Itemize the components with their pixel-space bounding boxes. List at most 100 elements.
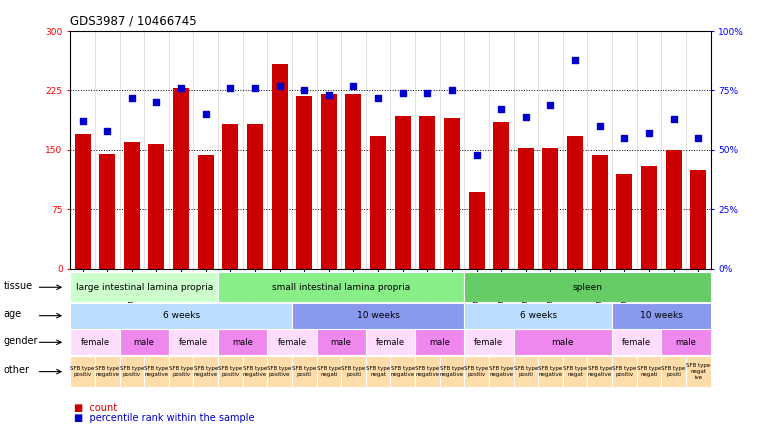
Bar [243, 356, 267, 387]
Text: SFB type
positi: SFB type positi [513, 366, 538, 377]
Point [175, 84, 187, 91]
Point [225, 84, 237, 91]
Bar [612, 329, 662, 355]
Point [322, 91, 335, 99]
Text: SFB type
positi: SFB type positi [292, 366, 316, 377]
Bar [439, 356, 465, 387]
Text: SFB type
negative: SFB type negative [588, 366, 612, 377]
Point [101, 127, 113, 135]
Point [668, 115, 680, 123]
Bar [366, 356, 390, 387]
Bar [662, 356, 686, 387]
Text: 10 weeks: 10 weeks [357, 311, 400, 320]
Point [594, 123, 606, 130]
Bar [169, 329, 218, 355]
Bar [119, 356, 144, 387]
Bar [271, 64, 287, 269]
Bar [119, 329, 169, 355]
Point [471, 151, 483, 158]
Point [126, 94, 138, 101]
Text: 10 weeks: 10 weeks [639, 311, 683, 320]
Text: ■  count: ■ count [74, 403, 117, 413]
Text: SFB type
positive: SFB type positive [267, 366, 292, 377]
Bar [222, 124, 238, 269]
Point [397, 89, 409, 96]
Text: female: female [474, 338, 503, 347]
Bar [538, 356, 563, 387]
Bar [518, 148, 534, 269]
Point [348, 82, 360, 89]
Text: male: male [552, 338, 574, 347]
Bar [465, 356, 489, 387]
Point [495, 106, 507, 113]
Text: female: female [277, 338, 306, 347]
Text: SFB type
negative: SFB type negative [489, 366, 513, 377]
Point [643, 130, 655, 137]
Bar [415, 356, 439, 387]
Bar [173, 88, 189, 269]
Text: SFB type
positi: SFB type positi [342, 366, 366, 377]
Bar [542, 148, 558, 269]
Text: SFB type
negat: SFB type negat [366, 366, 390, 377]
Text: small intestinal lamina propria: small intestinal lamina propria [272, 283, 410, 292]
Bar [665, 150, 681, 269]
Text: female: female [80, 338, 109, 347]
Bar [95, 356, 119, 387]
Bar [690, 170, 706, 269]
Bar [415, 329, 465, 355]
Bar [144, 356, 169, 387]
Text: SFB type
negative: SFB type negative [144, 366, 169, 377]
Bar [316, 329, 366, 355]
Text: male: male [429, 338, 450, 347]
Bar [617, 174, 633, 269]
Bar [641, 166, 657, 269]
Bar [395, 116, 411, 269]
Bar [612, 303, 711, 329]
Text: SFB type
negative: SFB type negative [539, 366, 562, 377]
Point [421, 89, 433, 96]
Text: spleen: spleen [572, 283, 602, 292]
Text: 6 weeks: 6 weeks [520, 311, 557, 320]
Bar [370, 136, 386, 269]
Point [151, 99, 163, 106]
Point [372, 94, 384, 101]
Point [199, 111, 212, 118]
Bar [468, 192, 484, 269]
Bar [316, 356, 342, 387]
Bar [321, 95, 337, 269]
Point [274, 82, 286, 89]
Text: gender: gender [3, 336, 38, 346]
Text: SFB type
positiv: SFB type positiv [70, 366, 95, 377]
Bar [292, 356, 316, 387]
Bar [513, 329, 612, 355]
Text: large intestinal lamina propria: large intestinal lamina propria [76, 283, 213, 292]
Bar [465, 303, 612, 329]
Point [520, 113, 532, 120]
Text: other: other [3, 365, 29, 375]
Bar [444, 118, 460, 269]
Point [618, 135, 630, 142]
Text: female: female [622, 338, 651, 347]
Text: SFB type
negative: SFB type negative [95, 366, 119, 377]
Bar [591, 155, 607, 269]
Bar [465, 273, 711, 302]
Bar [494, 122, 510, 269]
Text: SFB type
negative: SFB type negative [440, 366, 464, 377]
Bar [99, 154, 115, 269]
Bar [342, 356, 366, 387]
Bar [70, 273, 218, 302]
Bar [169, 356, 193, 387]
Text: SFB type
positiv: SFB type positiv [169, 366, 193, 377]
Text: female: female [179, 338, 208, 347]
Bar [124, 142, 140, 269]
Bar [247, 124, 263, 269]
Text: tissue: tissue [3, 281, 32, 291]
Text: SFB type
positiv: SFB type positiv [465, 366, 489, 377]
Bar [148, 144, 164, 269]
Text: SFB type
positi: SFB type positi [662, 366, 686, 377]
Bar [296, 96, 312, 269]
Bar [193, 356, 218, 387]
Bar [489, 356, 513, 387]
Bar [390, 356, 415, 387]
Bar [636, 356, 662, 387]
